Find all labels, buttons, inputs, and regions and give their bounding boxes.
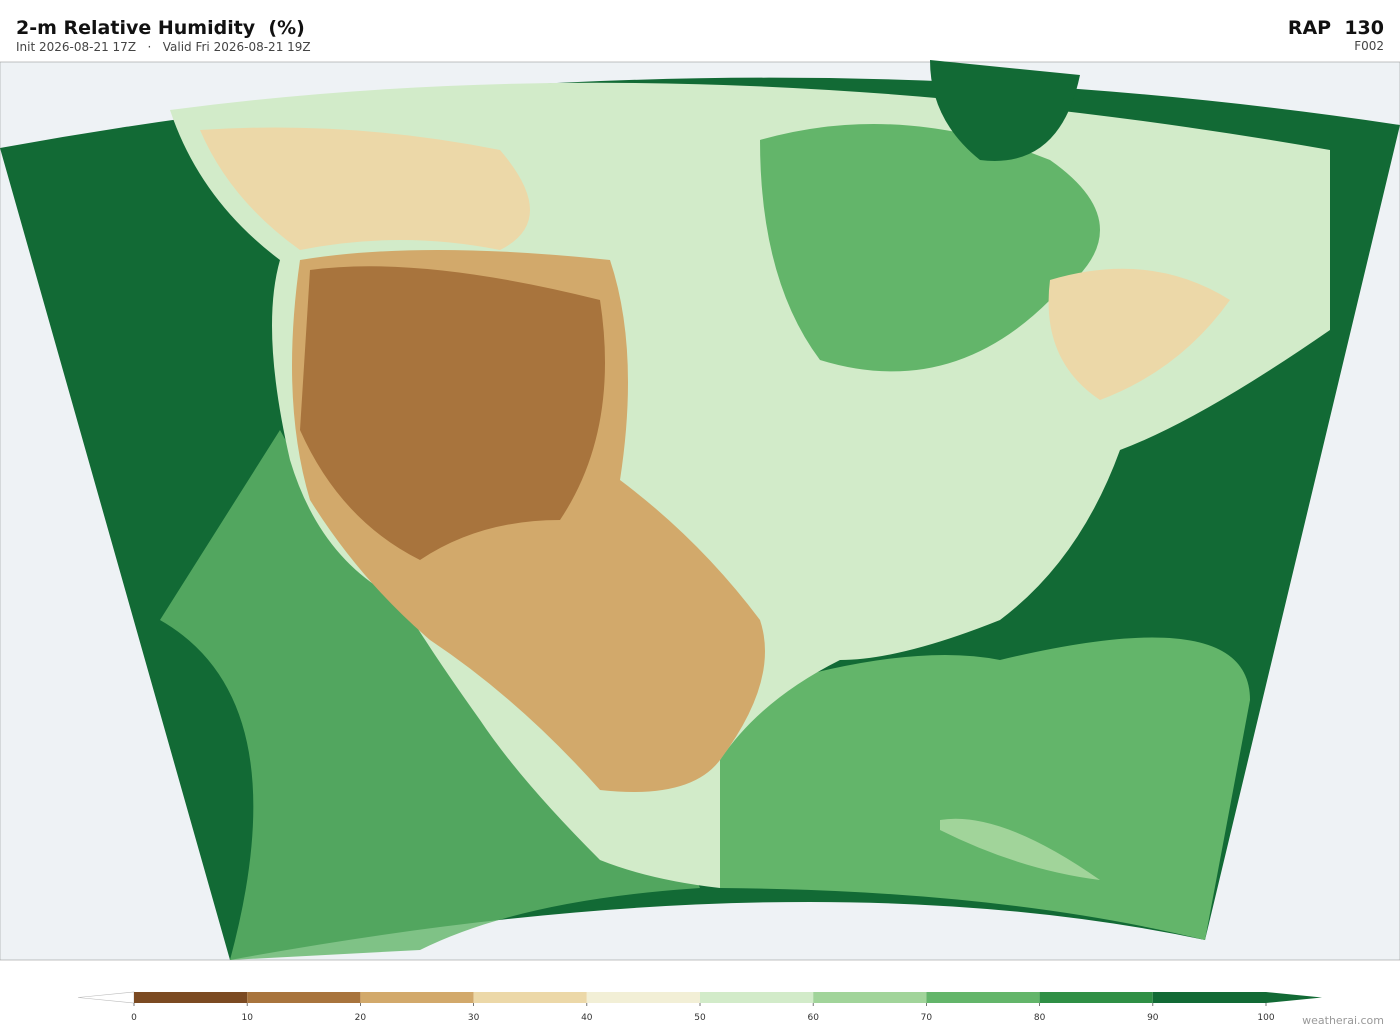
great-lakes-moist	[760, 124, 1100, 372]
credit: weatherai.com	[1302, 1014, 1384, 1027]
colorbar-over	[1266, 992, 1322, 1003]
colorbar-tick-label: 30	[468, 1013, 480, 1023]
northwest-dry	[200, 127, 530, 250]
colorbar-segment	[926, 992, 1040, 1003]
subtitle: Init 2026-08-21 17Z · Valid Fri 2026-08-…	[16, 40, 311, 54]
colorbar-segment	[360, 992, 474, 1003]
colorbar-segment	[1152, 992, 1266, 1003]
colorbar-tick-label: 20	[355, 1013, 367, 1023]
cuba	[940, 818, 1100, 880]
map	[0, 60, 1400, 961]
hudson-bay	[930, 60, 1080, 161]
colorbar-tick-label: 50	[694, 1013, 706, 1023]
intermountain-dry	[300, 266, 605, 560]
colorbar-tick-label: 60	[807, 1013, 819, 1023]
colorbar-segment	[700, 992, 814, 1003]
colorbar-segment	[473, 992, 587, 1003]
colorbar-segment	[247, 992, 361, 1003]
colorbar-tick-label: 80	[1034, 1013, 1046, 1023]
colorbar-segment	[134, 992, 248, 1003]
colorbar-segment	[1039, 992, 1153, 1003]
forecast-hour: F002	[1354, 39, 1384, 53]
title: 2-m Relative Humidity (%)	[16, 17, 305, 39]
colorbar: 0 10 20 30 40 50 60 70 80 90 100	[77, 991, 1322, 1023]
colorbar-tick-label: 10	[241, 1013, 253, 1023]
colorbar-tick-label: 0	[131, 1013, 137, 1023]
colorbar-segment	[586, 992, 700, 1003]
colorbar-segment	[813, 992, 927, 1003]
colorbar-tick-label: 90	[1147, 1013, 1159, 1023]
pacific-moist	[160, 430, 700, 960]
northeast-dry	[1048, 268, 1230, 400]
colorbar-tick-label: 70	[921, 1013, 933, 1023]
colorbar-under	[77, 991, 135, 1004]
colorbar-tick-label: 40	[581, 1013, 593, 1023]
gulf-caribbean	[720, 637, 1250, 940]
colorbar-tick-label: 100	[1257, 1013, 1274, 1023]
model-name: RAP 130	[1288, 17, 1384, 39]
